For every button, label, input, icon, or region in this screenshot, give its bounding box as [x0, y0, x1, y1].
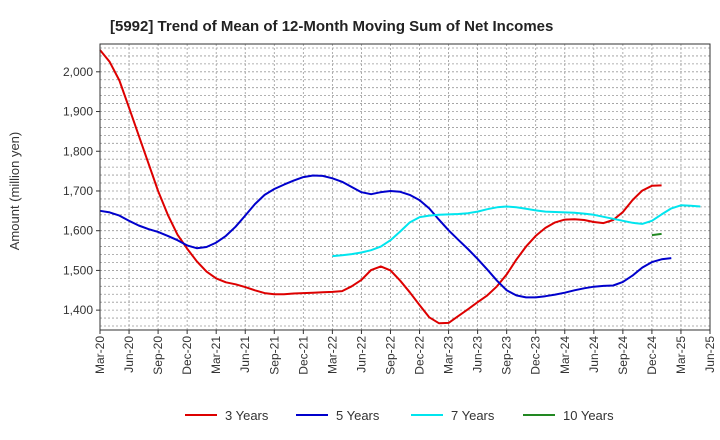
x-tick-label: Jun-24 — [587, 336, 601, 373]
y-axis-title: Amount (million yen) — [7, 132, 22, 251]
x-tick-label: Jun-20 — [122, 336, 136, 373]
x-tick-label: Dec-20 — [180, 336, 194, 375]
y-tick-label: 1,700 — [63, 184, 93, 198]
y-tick-label: 2,000 — [63, 65, 93, 79]
x-tick-label: Sep-23 — [500, 336, 514, 375]
y-tick-label: 1,900 — [63, 105, 93, 119]
x-tick-label: Jun-22 — [354, 336, 368, 373]
x-tick-label: Dec-24 — [645, 336, 659, 375]
series-line-7-years — [332, 204, 701, 258]
x-tick-label: Mar-22 — [325, 336, 339, 374]
chart-title: [5992] Trend of Mean of 12-Month Moving … — [110, 18, 553, 35]
series-line-10-years — [651, 232, 662, 237]
grid — [99, 44, 711, 330]
legend-label: 3 Years — [225, 408, 269, 423]
legend-label: 5 Years — [336, 408, 380, 423]
series-lines — [99, 49, 701, 325]
y-tick-label: 1,400 — [63, 303, 93, 317]
x-tick-label: Mar-20 — [93, 336, 107, 374]
series-line-3-years — [99, 49, 662, 325]
x-tick-label: Dec-21 — [296, 336, 310, 375]
y-axis-ticks: 1,400 1,500 1,600 1,700 1,800 1,900 2,000 — [63, 65, 100, 317]
x-tick-label: Jun-21 — [238, 336, 252, 373]
plot-frame — [99, 43, 711, 331]
x-tick-label: Sep-22 — [384, 336, 398, 375]
x-tick-label: Sep-21 — [267, 336, 281, 375]
legend-label: 10 Years — [563, 408, 614, 423]
x-tick-label: Dec-23 — [529, 336, 543, 375]
series-line-5-years — [99, 174, 672, 299]
y-tick-label: 1,800 — [63, 144, 93, 158]
y-tick-label: 1,500 — [63, 263, 93, 277]
x-tick-label: Mar-21 — [209, 336, 223, 374]
x-tick-label: Mar-23 — [442, 336, 456, 374]
x-tick-label: Mar-25 — [674, 336, 688, 374]
x-tick-label: Jun-23 — [471, 336, 485, 373]
x-tick-label: Mar-24 — [558, 336, 572, 374]
x-tick-label: Dec-22 — [413, 336, 427, 375]
x-tick-label: Sep-24 — [616, 336, 630, 375]
x-tick-label: Jun-25 — [703, 336, 717, 373]
y-tick-label: 1,600 — [63, 224, 93, 238]
legend: 3 Years 5 Years 7 Years 10 Years — [185, 408, 614, 423]
x-tick-label: Sep-20 — [151, 336, 165, 375]
x-axis-ticks: Mar-20 Jun-20 Sep-20 Dec-20 Mar-21 Jun-21 Sep-… — [93, 330, 717, 375]
legend-label: 7 Years — [451, 408, 495, 423]
